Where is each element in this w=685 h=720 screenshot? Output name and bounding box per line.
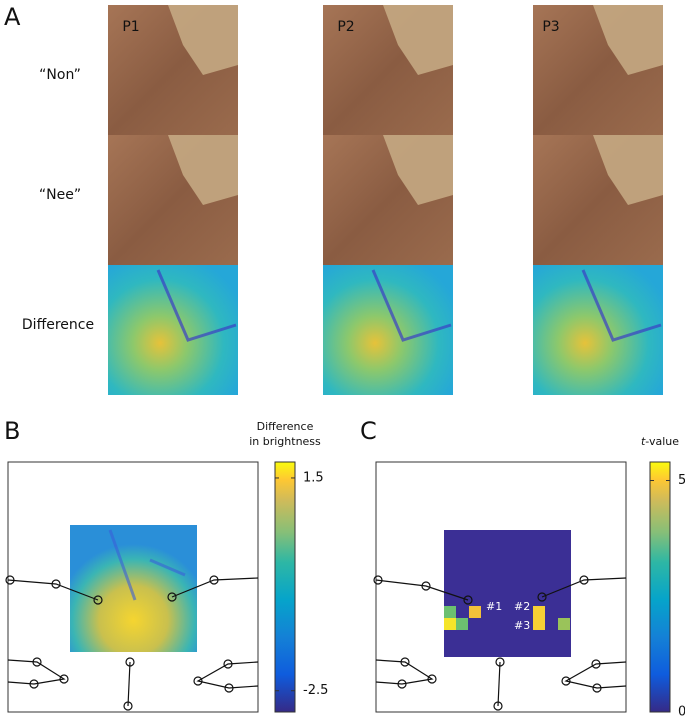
panel-label: C — [360, 417, 377, 445]
row-label: Difference — [22, 317, 94, 333]
colorbar — [649, 461, 671, 713]
face-photo-highlight — [168, 135, 238, 205]
face-skeleton — [373, 575, 627, 711]
heatmap — [70, 525, 197, 652]
annotation: #1 — [486, 600, 502, 613]
colorbar-tick-label: -2.5 — [303, 683, 328, 698]
row-label: “Nee” — [39, 187, 81, 203]
colorbar — [274, 461, 296, 713]
face-photo-highlight — [383, 5, 453, 75]
face-photo-highlight — [168, 5, 238, 75]
face-photo-highlight — [383, 135, 453, 205]
face-skeleton — [5, 575, 259, 711]
column-label: P1 — [122, 19, 139, 35]
colorbar-title-rest: -value — [645, 435, 679, 448]
difference-map-edge — [371, 269, 452, 342]
colorbar-title: Difference — [257, 420, 314, 433]
row-label: “Non” — [39, 67, 81, 83]
panel-b: B Difference in brightness — [4, 417, 321, 713]
colorbar-title: in brightness — [249, 435, 321, 448]
panel-c: C #1 #2 #3 t-value — [360, 417, 679, 713]
face-photo-highlight — [593, 5, 663, 75]
panel-label: A — [4, 3, 21, 31]
colorbar-tick-label: 5 — [678, 473, 685, 488]
annotation: #3 — [514, 619, 530, 632]
annotation: #2 — [514, 600, 530, 613]
panel-a: A “Non” “Nee” Difference P1 P2 P3 — [4, 3, 663, 395]
column-label: P2 — [337, 19, 354, 35]
colorbar-title: t-value — [641, 435, 679, 448]
colorbar-tick-label: 1.5 — [303, 470, 324, 485]
colorbar-title-italic: t — [641, 435, 646, 448]
panel-label: B — [4, 417, 20, 445]
difference-map-edge — [581, 269, 662, 342]
colorbar-tick-label: 0 — [678, 705, 685, 720]
difference-map-edge — [156, 269, 237, 342]
face-photo-highlight — [593, 135, 663, 205]
column-label: P3 — [542, 19, 559, 35]
